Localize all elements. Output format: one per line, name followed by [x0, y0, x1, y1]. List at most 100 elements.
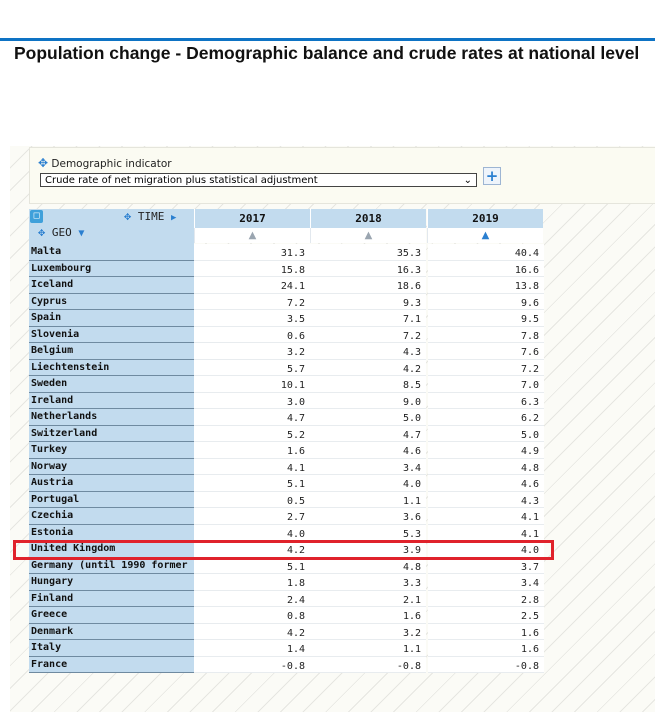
- row-geo-label[interactable]: Iceland: [29, 277, 194, 294]
- drag-move-icon[interactable]: ✥: [38, 156, 49, 170]
- row-geo-label[interactable]: Luxembourg: [29, 260, 194, 277]
- table-row: Belgium 3.2 4.3 7.6: [29, 343, 544, 360]
- table-row: Luxembourg 15.8 16.3 16.6: [29, 260, 544, 277]
- table-cell: 5.1: [194, 557, 310, 574]
- table-cell: 4.1: [428, 524, 544, 541]
- table-row: Liechtenstein 5.7 4.2 7.2: [29, 359, 544, 376]
- table-cell: 4.6: [310, 442, 426, 459]
- table-cell: 1.6: [194, 442, 310, 459]
- table-cell: -0.8: [428, 656, 544, 673]
- table-row: France -0.8 -0.8 -0.8: [29, 656, 544, 673]
- row-geo-label[interactable]: Turkey: [29, 442, 194, 459]
- row-geo-label[interactable]: Czechia: [29, 508, 194, 525]
- top-accent-bar: [0, 38, 655, 41]
- table-cell: 5.1: [194, 475, 310, 492]
- row-geo-label[interactable]: Sweden: [29, 376, 194, 393]
- row-geo-label[interactable]: Greece: [29, 607, 194, 624]
- table-cell: 7.2: [310, 326, 426, 343]
- table-cell: 1.1: [310, 640, 426, 657]
- table-cell: 4.3: [428, 491, 544, 508]
- table-row: Greece 0.8 1.6 2.5: [29, 607, 544, 624]
- column-header-2017[interactable]: 2017: [194, 209, 310, 228]
- row-geo-label[interactable]: Estonia: [29, 524, 194, 541]
- table-cell: 4.2: [310, 359, 426, 376]
- table-cell: 3.5: [194, 310, 310, 327]
- table-cell: 18.6: [310, 277, 426, 294]
- sort-ascending-icon[interactable]: ▲: [427, 228, 543, 243]
- table-cell: 4.8: [428, 458, 544, 475]
- table-row: Ireland 3.0 9.0 6.3: [29, 392, 544, 409]
- table-cell: 1.1: [310, 491, 426, 508]
- table-cell: 7.2: [428, 359, 544, 376]
- table-cell: 1.4: [194, 640, 310, 657]
- row-geo-label[interactable]: Netherlands: [29, 409, 194, 426]
- table-cell: 4.7: [194, 409, 310, 426]
- table-cell: 40.4: [428, 244, 544, 261]
- table-cell: 5.7: [194, 359, 310, 376]
- row-geo-label[interactable]: Switzerland: [29, 425, 194, 442]
- indicator-dropdown[interactable]: Crude rate of net migration plus statist…: [40, 173, 477, 187]
- column-header-2019[interactable]: 2019: [427, 209, 543, 228]
- table-cell: 1.8: [194, 574, 310, 591]
- table-cell: -0.8: [310, 656, 426, 673]
- sort-toggle-icon[interactable]: ▲: [194, 228, 310, 243]
- table-row: Malta 31.3 35.3 40.4: [29, 244, 544, 261]
- indicator-label[interactable]: ✥ Demographic indicator: [38, 157, 172, 170]
- row-geo-label[interactable]: Belgium: [29, 343, 194, 360]
- row-geo-label[interactable]: Slovenia: [29, 326, 194, 343]
- drag-move-icon[interactable]: ✥: [124, 209, 132, 223]
- table-cell: 0.8: [194, 607, 310, 624]
- geo-dimension-header[interactable]: ✥ GEO ▼: [38, 226, 84, 239]
- row-geo-label[interactable]: Liechtenstein: [29, 359, 194, 376]
- table-row: Germany (until 1990 former territory of …: [29, 557, 544, 574]
- table-cell: 4.7: [310, 425, 426, 442]
- drag-move-icon[interactable]: ✥: [38, 225, 46, 239]
- table-cell: 1.6: [310, 607, 426, 624]
- table-cell: 9.0: [310, 392, 426, 409]
- column-header-2018[interactable]: 2018: [310, 209, 426, 228]
- row-geo-label[interactable]: Malta: [29, 244, 194, 261]
- geo-label: GEO: [51, 226, 72, 239]
- table-cell: 8.5: [310, 376, 426, 393]
- table-cell: 7.0: [428, 376, 544, 393]
- table-cell: 3.0: [194, 392, 310, 409]
- row-geo-label[interactable]: Austria: [29, 475, 194, 492]
- row-geo-label[interactable]: Italy: [29, 640, 194, 657]
- table-cell: 16.6: [428, 260, 544, 277]
- table-cell: 2.5: [428, 607, 544, 624]
- time-dimension-header[interactable]: ✥ TIME ▶: [124, 210, 176, 223]
- row-geo-label[interactable]: Hungary: [29, 574, 194, 591]
- row-geo-label[interactable]: Germany (until 1990 former territory of …: [29, 557, 194, 574]
- table-cell: 3.4: [310, 458, 426, 475]
- row-geo-label[interactable]: Spain: [29, 310, 194, 327]
- highlight-box-united-kingdom: [13, 540, 554, 560]
- table-row: Italy 1.4 1.1 1.6: [29, 640, 544, 657]
- row-geo-label[interactable]: France: [29, 656, 194, 673]
- table-options-icon[interactable]: ◻: [30, 210, 43, 223]
- table-cell: 5.0: [428, 425, 544, 442]
- table-row: Portugal 0.5 1.1 4.3: [29, 491, 544, 508]
- table-cell: 4.9: [428, 442, 544, 459]
- table-cell: 3.4: [428, 574, 544, 591]
- row-geo-label[interactable]: Norway: [29, 458, 194, 475]
- table-cell: 10.1: [194, 376, 310, 393]
- table-cell: 4.8: [310, 557, 426, 574]
- table-cell: 2.4: [194, 590, 310, 607]
- row-geo-label[interactable]: Ireland: [29, 392, 194, 409]
- table-cell: 6.2: [428, 409, 544, 426]
- row-geo-label[interactable]: Cyprus: [29, 293, 194, 310]
- table-cell: 0.5: [194, 491, 310, 508]
- table-cell: 24.1: [194, 277, 310, 294]
- table-cell: 16.3: [310, 260, 426, 277]
- row-geo-label[interactable]: Denmark: [29, 623, 194, 640]
- table-cell: 1.6: [428, 623, 544, 640]
- table-row: Turkey 1.6 4.6 4.9: [29, 442, 544, 459]
- chevron-down-icon: ⌄: [463, 175, 472, 186]
- sort-toggle-icon[interactable]: ▲: [310, 228, 426, 243]
- table-cell: 2.1: [310, 590, 426, 607]
- row-geo-label[interactable]: Finland: [29, 590, 194, 607]
- add-dimension-button[interactable]: +: [483, 167, 501, 185]
- table-cell: 9.3: [310, 293, 426, 310]
- row-geo-label[interactable]: Portugal: [29, 491, 194, 508]
- table-cell: 3.2: [310, 623, 426, 640]
